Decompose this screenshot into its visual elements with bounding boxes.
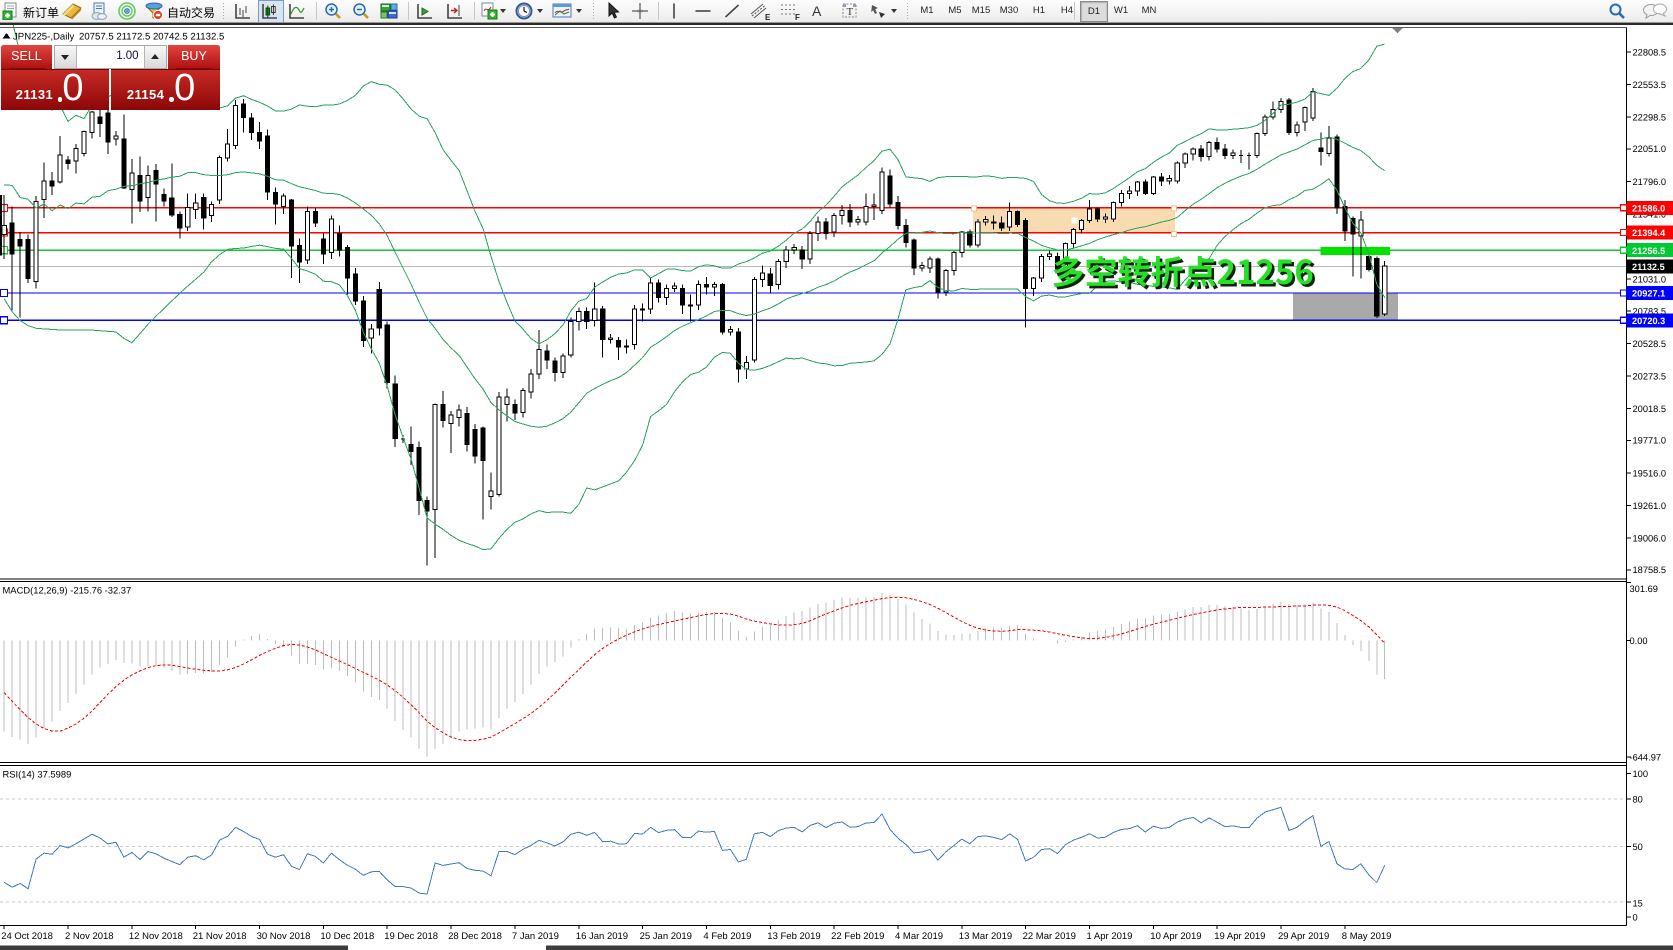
svg-text:T: T [847,6,854,18]
svg-text:E: E [765,13,771,21]
svg-text:19516.0: 19516.0 [1633,468,1667,478]
svg-text:8 May 2019: 8 May 2019 [1342,931,1392,942]
svg-text:RSI(14) 37.5989: RSI(14) 37.5989 [3,769,72,780]
svg-text:0.00: 0.00 [1630,636,1648,646]
svg-text:20528.5: 20528.5 [1633,339,1667,349]
svg-text:21394.4: 21394.4 [1632,228,1666,238]
svg-text:13 Feb 2019: 13 Feb 2019 [767,931,820,942]
svg-text:20783.5: 20783.5 [1633,306,1667,316]
svg-text:100: 100 [1633,769,1649,779]
svg-text:80: 80 [1633,794,1643,804]
svg-text:4 Mar 2019: 4 Mar 2019 [895,931,943,942]
svg-text:18758.5: 18758.5 [1633,565,1667,575]
svg-text:19006.0: 19006.0 [1633,534,1667,544]
svg-text:50: 50 [1633,842,1643,852]
svg-text:22808.5: 22808.5 [1633,47,1667,57]
svg-text:22 Feb 2019: 22 Feb 2019 [831,931,884,942]
svg-text:301.69: 301.69 [1630,584,1658,594]
svg-text:10 Apr 2019: 10 Apr 2019 [1150,931,1201,942]
svg-text:4 Feb 2019: 4 Feb 2019 [703,931,751,942]
svg-text:22553.5: 22553.5 [1633,80,1667,90]
svg-text:21796.0: 21796.0 [1633,177,1667,187]
svg-text:30 Nov 2018: 30 Nov 2018 [257,931,311,942]
svg-text:20757.5 21172.5 20742.5 21132.: 20757.5 21172.5 20742.5 21132.5 [79,32,224,43]
svg-text:19771.0: 19771.0 [1633,436,1667,446]
svg-text:-644.97: -644.97 [1630,753,1662,763]
svg-text:F: F [795,13,800,21]
svg-text:21256.5: 21256.5 [1632,246,1665,256]
svg-text:20018.5: 20018.5 [1633,404,1667,414]
svg-text:28 Dec 2018: 28 Dec 2018 [448,931,502,942]
svg-text:19 Apr 2019: 19 Apr 2019 [1214,931,1265,942]
svg-text:20927.1: 20927.1 [1632,289,1665,299]
svg-text:JPN225-,Daily: JPN225-,Daily [13,32,75,43]
svg-text:12 Nov 2018: 12 Nov 2018 [129,931,183,942]
svg-text:19 Dec 2018: 19 Dec 2018 [384,931,438,942]
svg-text:15: 15 [1633,898,1643,908]
svg-text:7 Jan 2019: 7 Jan 2019 [512,931,559,942]
svg-text:22298.5: 22298.5 [1633,113,1667,123]
svg-text:20720.3: 20720.3 [1632,316,1665,326]
svg-text:29 Apr 2019: 29 Apr 2019 [1278,931,1329,942]
svg-text:2 Nov 2018: 2 Nov 2018 [65,931,114,942]
svg-text:20273.5: 20273.5 [1633,372,1667,382]
svg-text:16 Jan 2019: 16 Jan 2019 [576,931,628,942]
svg-text:21031.0: 21031.0 [1633,275,1667,285]
svg-text:21 Nov 2018: 21 Nov 2018 [193,931,247,942]
svg-text:21586.0: 21586.0 [1632,203,1665,213]
svg-text:0: 0 [1633,912,1638,922]
svg-text:22 Mar 2019: 22 Mar 2019 [1023,931,1076,942]
svg-text:24 Oct 2018: 24 Oct 2018 [1,931,53,942]
svg-text:19261.0: 19261.0 [1633,501,1667,511]
svg-text:13 Mar 2019: 13 Mar 2019 [959,931,1012,942]
svg-text:10 Dec 2018: 10 Dec 2018 [320,931,374,942]
svg-text:1 Apr 2019: 1 Apr 2019 [1087,931,1133,942]
svg-text:25 Jan 2019: 25 Jan 2019 [640,931,692,942]
svg-text:22051.0: 22051.0 [1633,144,1667,154]
svg-text:MACD(12,26,9) -215.76 -32.37: MACD(12,26,9) -215.76 -32.37 [3,585,132,596]
svg-text:21132.5: 21132.5 [1632,262,1665,272]
